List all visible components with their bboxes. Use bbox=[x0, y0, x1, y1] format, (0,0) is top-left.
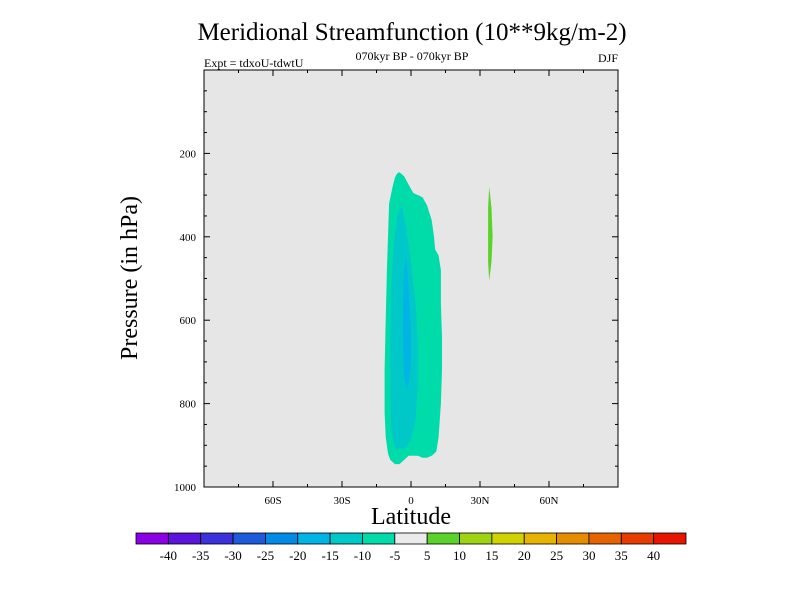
colorbar-label: -40 bbox=[160, 548, 177, 563]
colorbar-box-6 bbox=[329, 532, 363, 545]
colorbar-label: -10 bbox=[354, 548, 371, 563]
colorbar-box-2 bbox=[200, 532, 234, 545]
colorbar-box-0 bbox=[135, 532, 169, 545]
y-tick-label: 1000 bbox=[174, 482, 197, 494]
chart-subtitle-right: DJF bbox=[598, 51, 618, 65]
colorbar-box-12 bbox=[523, 532, 557, 545]
colorbar-label: 35 bbox=[615, 548, 628, 563]
x-tick-label: 0 bbox=[408, 495, 414, 507]
colorbar-label: -30 bbox=[224, 548, 241, 563]
colorbar-label: -5 bbox=[389, 548, 400, 563]
tick-layer: 60S 30S 0 30N 60N 200 400 600 800 1000 bbox=[174, 70, 618, 507]
colorbar-label: 40 bbox=[647, 548, 660, 563]
colorbar-label: -35 bbox=[192, 548, 209, 563]
colorbar-label: 20 bbox=[518, 548, 531, 563]
y-tick-label: 800 bbox=[180, 399, 197, 411]
colorbar-box-11 bbox=[491, 532, 525, 545]
colorbar-box-10 bbox=[459, 532, 493, 545]
x-tick-label: 30N bbox=[471, 495, 490, 507]
colorbar-label: 15 bbox=[485, 548, 498, 563]
colorbar-label: 25 bbox=[550, 548, 563, 563]
colorbar: -40 -35 -30 -25 -20 -15 -10 -5 5 10 15 20 25 30 35 40 bbox=[135, 532, 687, 563]
contour-region-2 bbox=[403, 257, 411, 392]
colorbar-label: 5 bbox=[424, 548, 431, 563]
y-axis-title: Pressure (in hPa) bbox=[117, 196, 143, 360]
chart-subtitle-left: Expt = tdxoU-tdwtU bbox=[204, 56, 304, 70]
y-tick-label: 400 bbox=[180, 232, 197, 244]
colorbar-box-3 bbox=[232, 532, 266, 545]
x-tick-label: 30S bbox=[333, 495, 350, 507]
chart-subtitle-center: 070kyr BP - 070kyr BP bbox=[356, 49, 469, 63]
colorbar-box-1 bbox=[167, 532, 202, 545]
colorbar-box-16 bbox=[653, 532, 687, 545]
x-axis-title: Latitude bbox=[371, 504, 451, 530]
colorbar-label: 10 bbox=[453, 548, 466, 563]
plot-frame bbox=[203, 69, 619, 488]
colorbar-box-8 bbox=[394, 532, 428, 545]
colorbar-box-7 bbox=[362, 532, 396, 545]
colorbar-label: -20 bbox=[289, 548, 306, 563]
colorbar-box-15 bbox=[620, 532, 655, 545]
y-tick-label: 200 bbox=[180, 148, 197, 160]
y-tick-label: 600 bbox=[180, 315, 197, 327]
colorbar-box-13 bbox=[556, 532, 590, 545]
chart-title: Meridional Streamfunction (10**9kg/m-2) bbox=[197, 19, 626, 46]
colorbar-box-4 bbox=[265, 532, 299, 545]
colorbar-box-5 bbox=[297, 532, 331, 545]
contour-layer bbox=[384, 172, 493, 465]
colorbar-box-14 bbox=[588, 532, 622, 545]
colorbar-label: 30 bbox=[582, 548, 595, 563]
contour-region-3 bbox=[488, 186, 493, 281]
colorbar-label: -25 bbox=[257, 548, 274, 563]
colorbar-box-9 bbox=[426, 532, 460, 545]
x-tick-label: 60N bbox=[540, 495, 559, 507]
colorbar-label: -15 bbox=[321, 548, 338, 563]
x-tick-label: 60S bbox=[264, 495, 281, 507]
